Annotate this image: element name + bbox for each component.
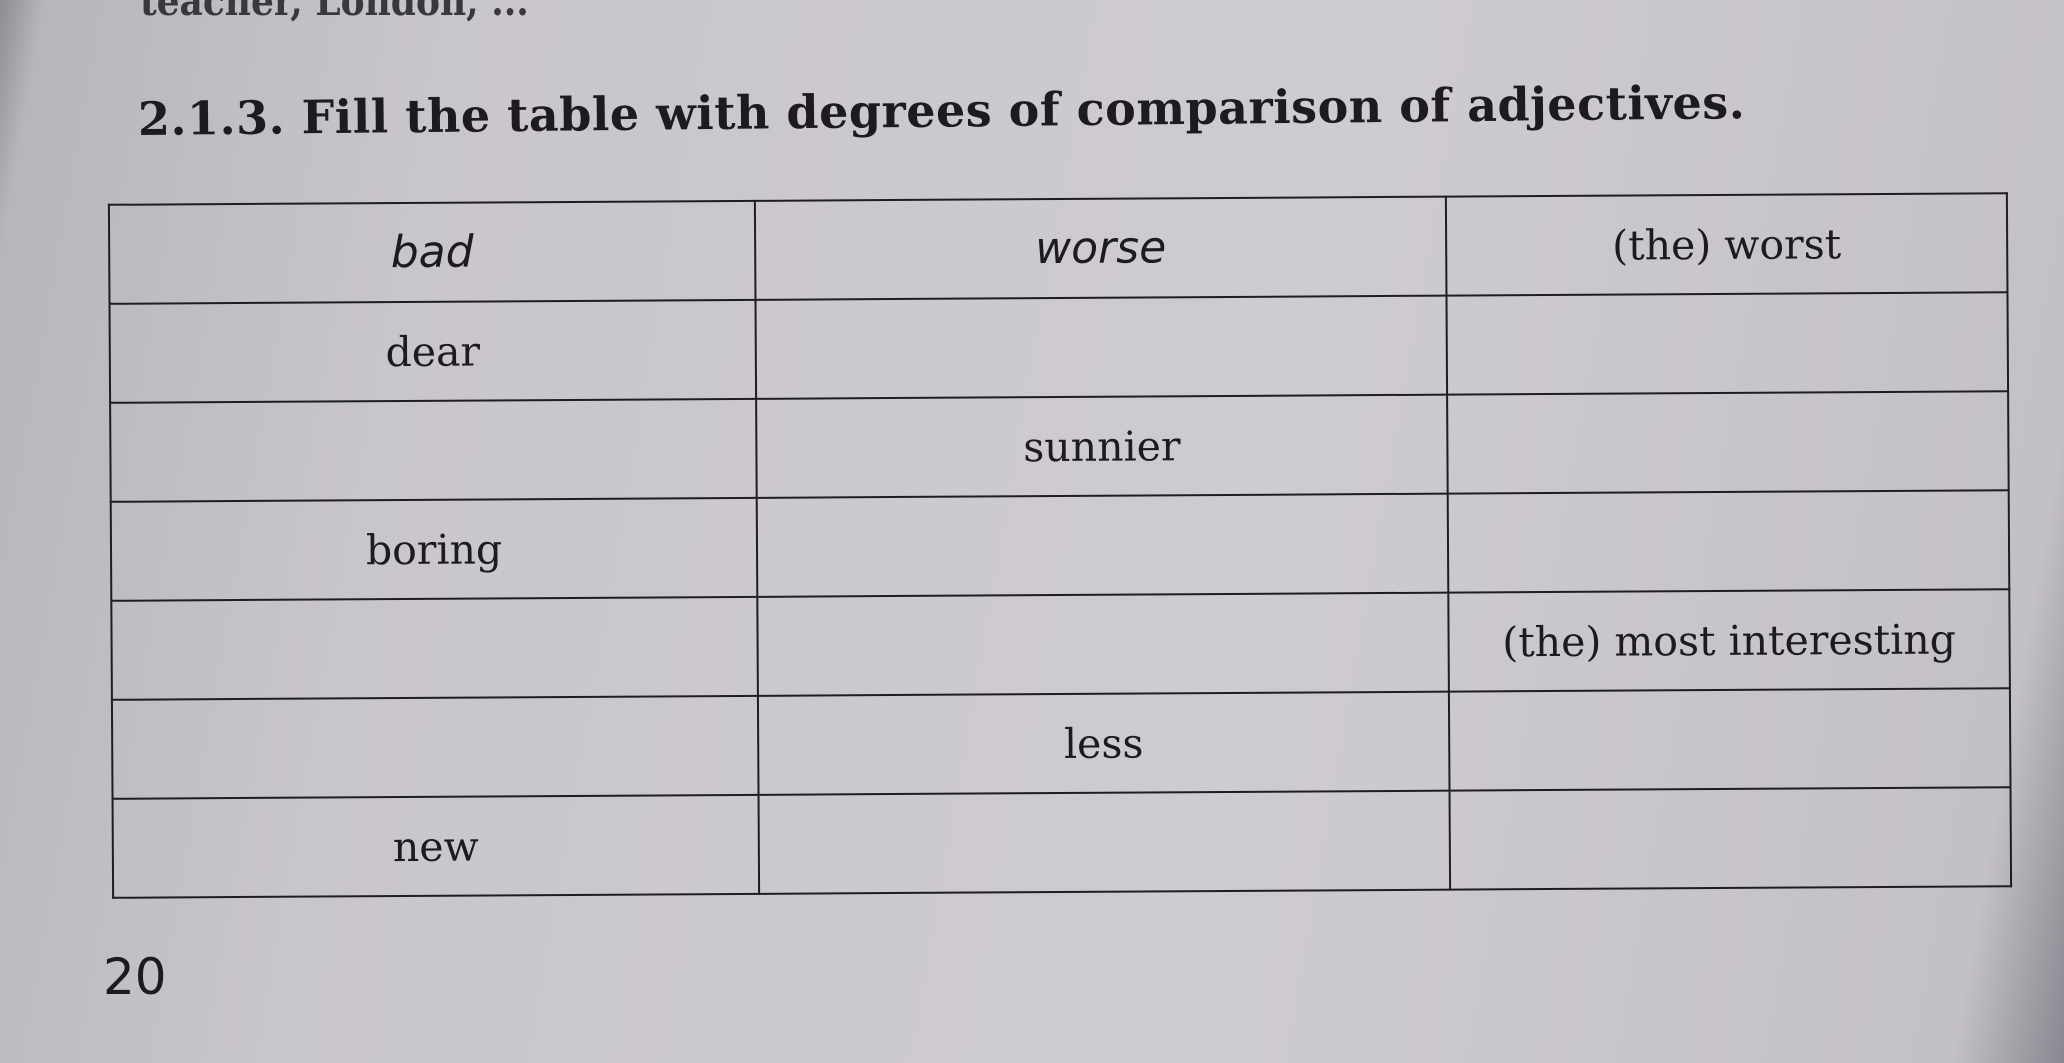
table-row: dear [109,292,2009,403]
comparative-cell[interactable] [758,790,1451,894]
superlative-cell[interactable] [1448,688,2011,791]
page-number: 20 [103,948,167,1006]
positive-cell[interactable]: dear [109,299,757,403]
superlative-cell[interactable] [1449,787,2012,890]
superlative-cell[interactable] [1447,490,2010,593]
exercise-title: 2.1.3. Fill the table with degrees of co… [137,75,1746,146]
positive-cell[interactable]: boring [110,497,758,601]
table-row: bad worse (the) worst [108,193,2008,304]
comparative-cell[interactable] [755,295,1448,399]
table-row: new [112,787,2012,898]
positive-cell[interactable] [110,398,757,502]
table-row: less [111,688,2011,799]
comparative-cell[interactable]: worse [754,196,1447,300]
positive-cell[interactable]: bad [108,200,756,304]
comparative-cell[interactable] [757,592,1449,696]
table-row: boring [110,490,2010,601]
positive-cell[interactable] [111,695,759,799]
comparative-cell[interactable]: sunnier [756,394,1448,498]
table-row: (the) most interesting [111,589,2010,700]
superlative-cell[interactable] [1447,391,2009,494]
comparative-cell[interactable] [756,493,1449,597]
comparative-cell[interactable]: less [757,691,1450,795]
positive-cell[interactable]: new [112,794,760,898]
comparison-table: bad worse (the) worst dear sunnier boring (the… [108,192,2012,899]
superlative-cell[interactable] [1446,292,2009,395]
table-row: sunnier [110,391,2009,502]
previous-exercise-text: teacher, London, ... [140,0,529,25]
positive-cell[interactable] [111,596,758,700]
superlative-cell[interactable]: (the) worst [1445,193,2008,296]
superlative-cell[interactable]: (the) most interesting [1448,589,2010,692]
